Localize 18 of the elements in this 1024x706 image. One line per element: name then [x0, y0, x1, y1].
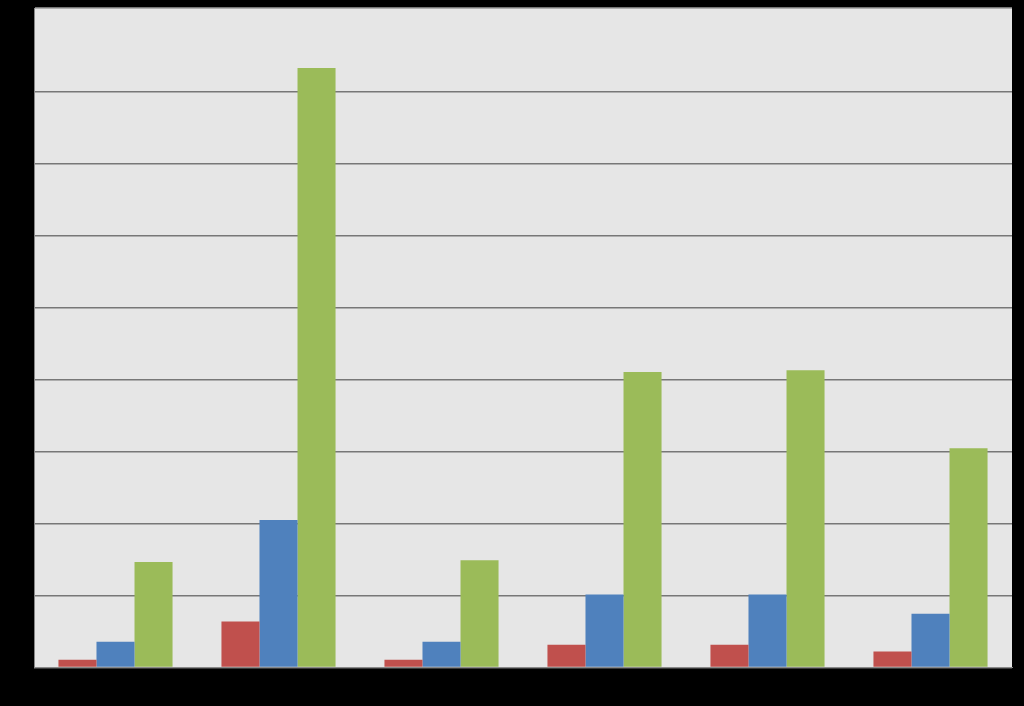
bar [221, 621, 260, 667]
bar [460, 560, 499, 667]
bar [96, 641, 135, 667]
bar [748, 594, 787, 667]
bar [547, 644, 586, 667]
bar [585, 594, 624, 667]
bar [786, 370, 825, 667]
bar [623, 371, 662, 667]
bar [384, 659, 423, 667]
bar [134, 562, 173, 667]
bar [58, 659, 97, 667]
bar [259, 520, 298, 667]
bar [949, 448, 988, 667]
bar [422, 641, 461, 667]
bar [710, 644, 749, 667]
bar [297, 67, 336, 667]
bar [873, 651, 912, 667]
bar [911, 613, 950, 667]
